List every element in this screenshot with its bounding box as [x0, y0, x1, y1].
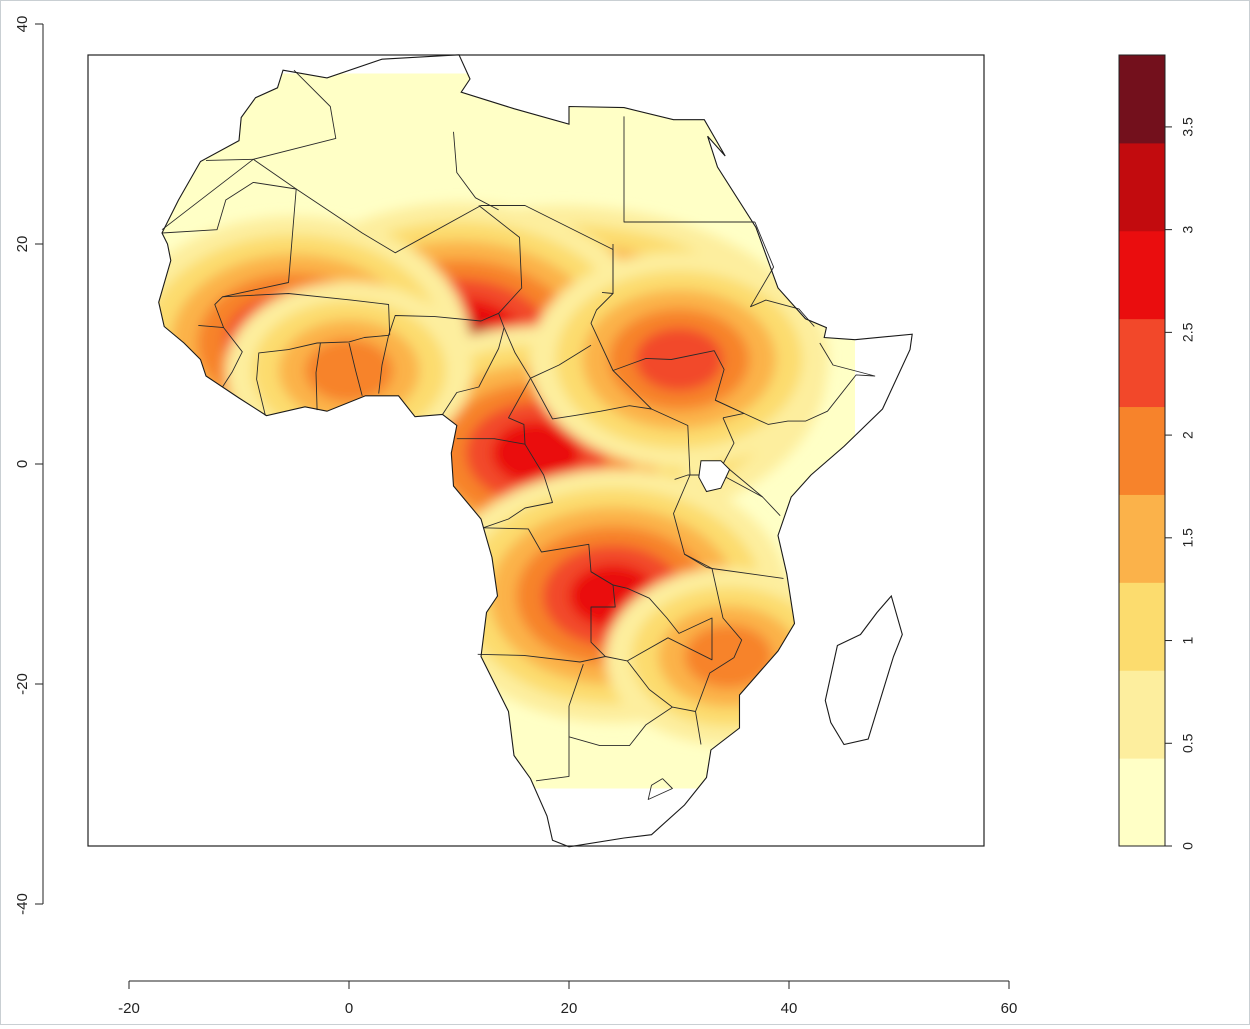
- heat-contour: [492, 421, 580, 485]
- country-border: [568, 664, 584, 707]
- country-border: [315, 342, 321, 411]
- country-border: [684, 553, 784, 579]
- country-border: [715, 342, 876, 425]
- x-tick-label: 40: [781, 1000, 798, 1017]
- colorbar-tick-label: 2.5: [1180, 322, 1196, 342]
- country-border: [626, 660, 696, 712]
- y-tick-label: 0: [14, 460, 31, 468]
- country-border: [647, 778, 673, 800]
- colorbar-tick-label: 1.5: [1180, 528, 1196, 548]
- country-border: [568, 706, 673, 747]
- country-border: [198, 324, 243, 388]
- x-tick-label: -20: [118, 1000, 140, 1017]
- colorbar-legend: 0 0.5 1 1.5 2 2.5 3 3.5: [1118, 54, 1196, 850]
- colorbar-segment: [1119, 55, 1165, 144]
- country-border: [750, 221, 815, 327]
- heat-layer: [158, 73, 855, 789]
- y-tick-label: -20: [14, 673, 31, 695]
- country-border: [477, 653, 628, 663]
- y-axis: -40 -20 0 20 40: [14, 16, 44, 915]
- colorbar-segment: [1119, 582, 1165, 671]
- country-border: [601, 244, 614, 294]
- madagascar-outline: [824, 594, 903, 746]
- country-border: [205, 158, 254, 161]
- y-tick-label: 20: [14, 236, 31, 253]
- africa-coastline: [158, 54, 913, 848]
- colorbar-tick-label: 0: [1180, 842, 1196, 850]
- colorbar-tick-label: 1: [1180, 636, 1196, 644]
- x-tick-label: 20: [561, 1000, 578, 1017]
- y-tick-label: 40: [14, 16, 31, 33]
- country-border: [161, 69, 337, 231]
- colorbar-segment: [1119, 230, 1165, 320]
- country-border: [623, 116, 755, 223]
- x-tick-label: 0: [345, 1000, 353, 1017]
- map-box: [87, 54, 985, 847]
- colorbar-tick-label: 3: [1180, 226, 1196, 234]
- country-border: [442, 327, 505, 415]
- country-border: [214, 293, 391, 336]
- country-borders: [161, 69, 876, 800]
- country-border: [161, 181, 297, 298]
- y-tick-label: -40: [14, 893, 31, 915]
- country-border: [256, 349, 289, 416]
- country-border: [378, 335, 390, 394]
- lake-victoria-outline: [698, 460, 731, 493]
- country-border: [590, 571, 713, 662]
- colorbar-segment: [1119, 142, 1165, 232]
- x-tick-label: 60: [1001, 1000, 1018, 1017]
- country-border: [530, 377, 652, 420]
- country-border: [453, 131, 499, 211]
- colorbar-tick-label: 3.5: [1180, 117, 1196, 137]
- colorbar-tick-label: 2: [1180, 431, 1196, 439]
- colorbar-segment: [1119, 406, 1165, 495]
- country-border: [348, 342, 363, 396]
- country-border: [483, 443, 553, 529]
- colorbar-segment: [1119, 758, 1165, 847]
- colorbar-segment: [1119, 670, 1165, 759]
- x-axis: -20 0 20 40 60: [118, 980, 1018, 1017]
- heat-contour: [305, 338, 393, 403]
- heat-contour: [684, 624, 773, 689]
- heat-contour: [635, 327, 723, 392]
- colorbar-segment: [1119, 494, 1165, 583]
- colorbar-segment: [1119, 318, 1165, 408]
- country-border: [535, 706, 570, 782]
- colorbar-tick-label: 0.5: [1180, 733, 1196, 753]
